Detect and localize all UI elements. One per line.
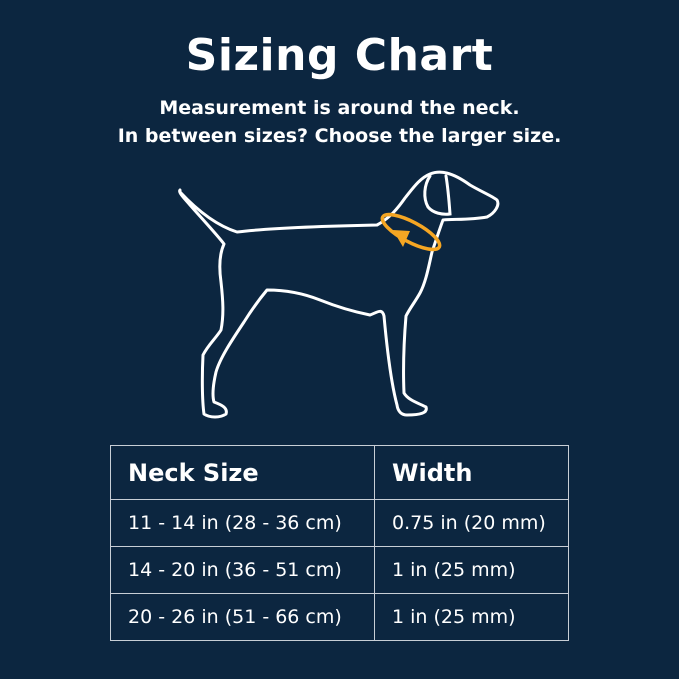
width-cell: 1 in (25 mm) [374,546,569,594]
subtitle-line-2: In between sizes? Choose the larger size… [117,125,562,147]
width-cell: 0.75 in (20 mm) [374,499,569,547]
neck-size-cell: 14 - 20 in (36 - 51 cm) [110,546,375,594]
dog-body-outline [178,170,500,419]
neck-size-cell: 20 - 26 in (51 - 66 cm) [110,593,375,641]
table-row: 20 - 26 in (51 - 66 cm) 1 in (25 mm) [110,593,569,641]
width-cell: 1 in (25 mm) [374,593,569,641]
sizing-table: Neck Size Width 11 - 14 in (28 - 36 cm) … [110,445,569,641]
dog-ear-outline [423,174,452,216]
subtitle-line-1: Measurement is around the neck. [159,97,520,119]
page-title: Sizing Chart [185,30,494,81]
table-header-row: Neck Size Width [110,445,569,500]
neck-size-cell: 11 - 14 in (28 - 36 cm) [110,499,375,547]
neck-measurement-arrow-icon [380,212,442,252]
header-neck-size: Neck Size [110,445,375,500]
table-row: 11 - 14 in (28 - 36 cm) 0.75 in (20 mm) [110,499,569,547]
table-row: 14 - 20 in (36 - 51 cm) 1 in (25 mm) [110,546,569,594]
header-width: Width [374,445,569,500]
